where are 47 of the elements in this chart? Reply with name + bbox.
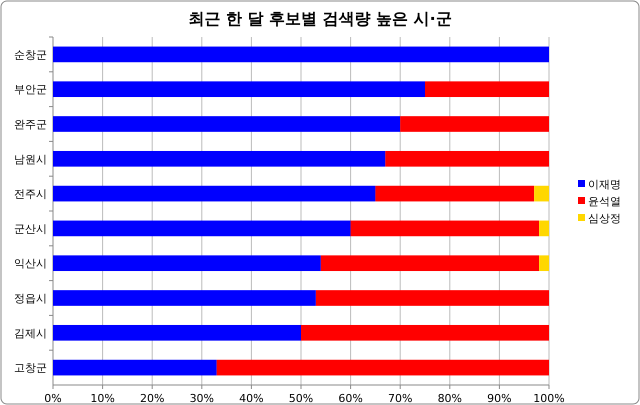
x-tick-label: 50% (288, 392, 314, 405)
x-tick-label: 0% (44, 392, 62, 405)
y-tick-label: 군산시 (14, 222, 47, 236)
bar (350, 220, 540, 236)
legend-label: 윤석열 (588, 195, 621, 208)
x-tick-label: 90% (487, 392, 512, 405)
y-tick-label: 익산시 (14, 257, 47, 270)
legend-label: 심상정 (588, 212, 621, 225)
y-tick-label: 전주시 (14, 188, 47, 201)
legend-label: 이재명 (588, 178, 621, 191)
x-tick-label: 20% (140, 392, 164, 405)
bar (320, 255, 540, 272)
x-tick-label: 100% (533, 392, 565, 405)
bar (53, 46, 549, 62)
y-tick-label: 김제시 (14, 326, 47, 340)
y-tick-label: 순창군 (14, 48, 47, 62)
x-tick-label: 40% (239, 392, 264, 405)
x-tick-label: 30% (190, 392, 214, 405)
chart-title: 최근 한 달 후보별 검색량 높은 시·군 (188, 9, 452, 28)
x-tick-label: 10% (90, 392, 115, 405)
bar (539, 220, 549, 236)
bar (400, 116, 549, 132)
bar (53, 290, 316, 306)
bar (53, 150, 386, 167)
bar (316, 290, 549, 306)
bar (53, 324, 301, 341)
bar (539, 255, 549, 272)
bar (534, 186, 549, 202)
y-tick-label: 완주군 (14, 118, 47, 131)
x-tick-label: 70% (388, 392, 412, 405)
bar (53, 81, 425, 98)
bar (53, 116, 400, 132)
bar (53, 255, 321, 272)
bar (301, 324, 549, 341)
y-tick-label: 고창군 (14, 362, 47, 375)
bar (53, 220, 351, 236)
x-tick-label: 60% (338, 392, 363, 405)
bar (375, 186, 534, 202)
bar (53, 360, 217, 376)
y-tick-label: 남원시 (14, 152, 47, 166)
x-tick-label: 80% (438, 392, 462, 405)
bar (425, 81, 549, 98)
bar (385, 150, 549, 167)
y-tick-label: 부안군 (14, 83, 47, 96)
y-tick-label: 정읍시 (14, 292, 47, 305)
bar (53, 186, 376, 202)
bar (216, 360, 549, 376)
